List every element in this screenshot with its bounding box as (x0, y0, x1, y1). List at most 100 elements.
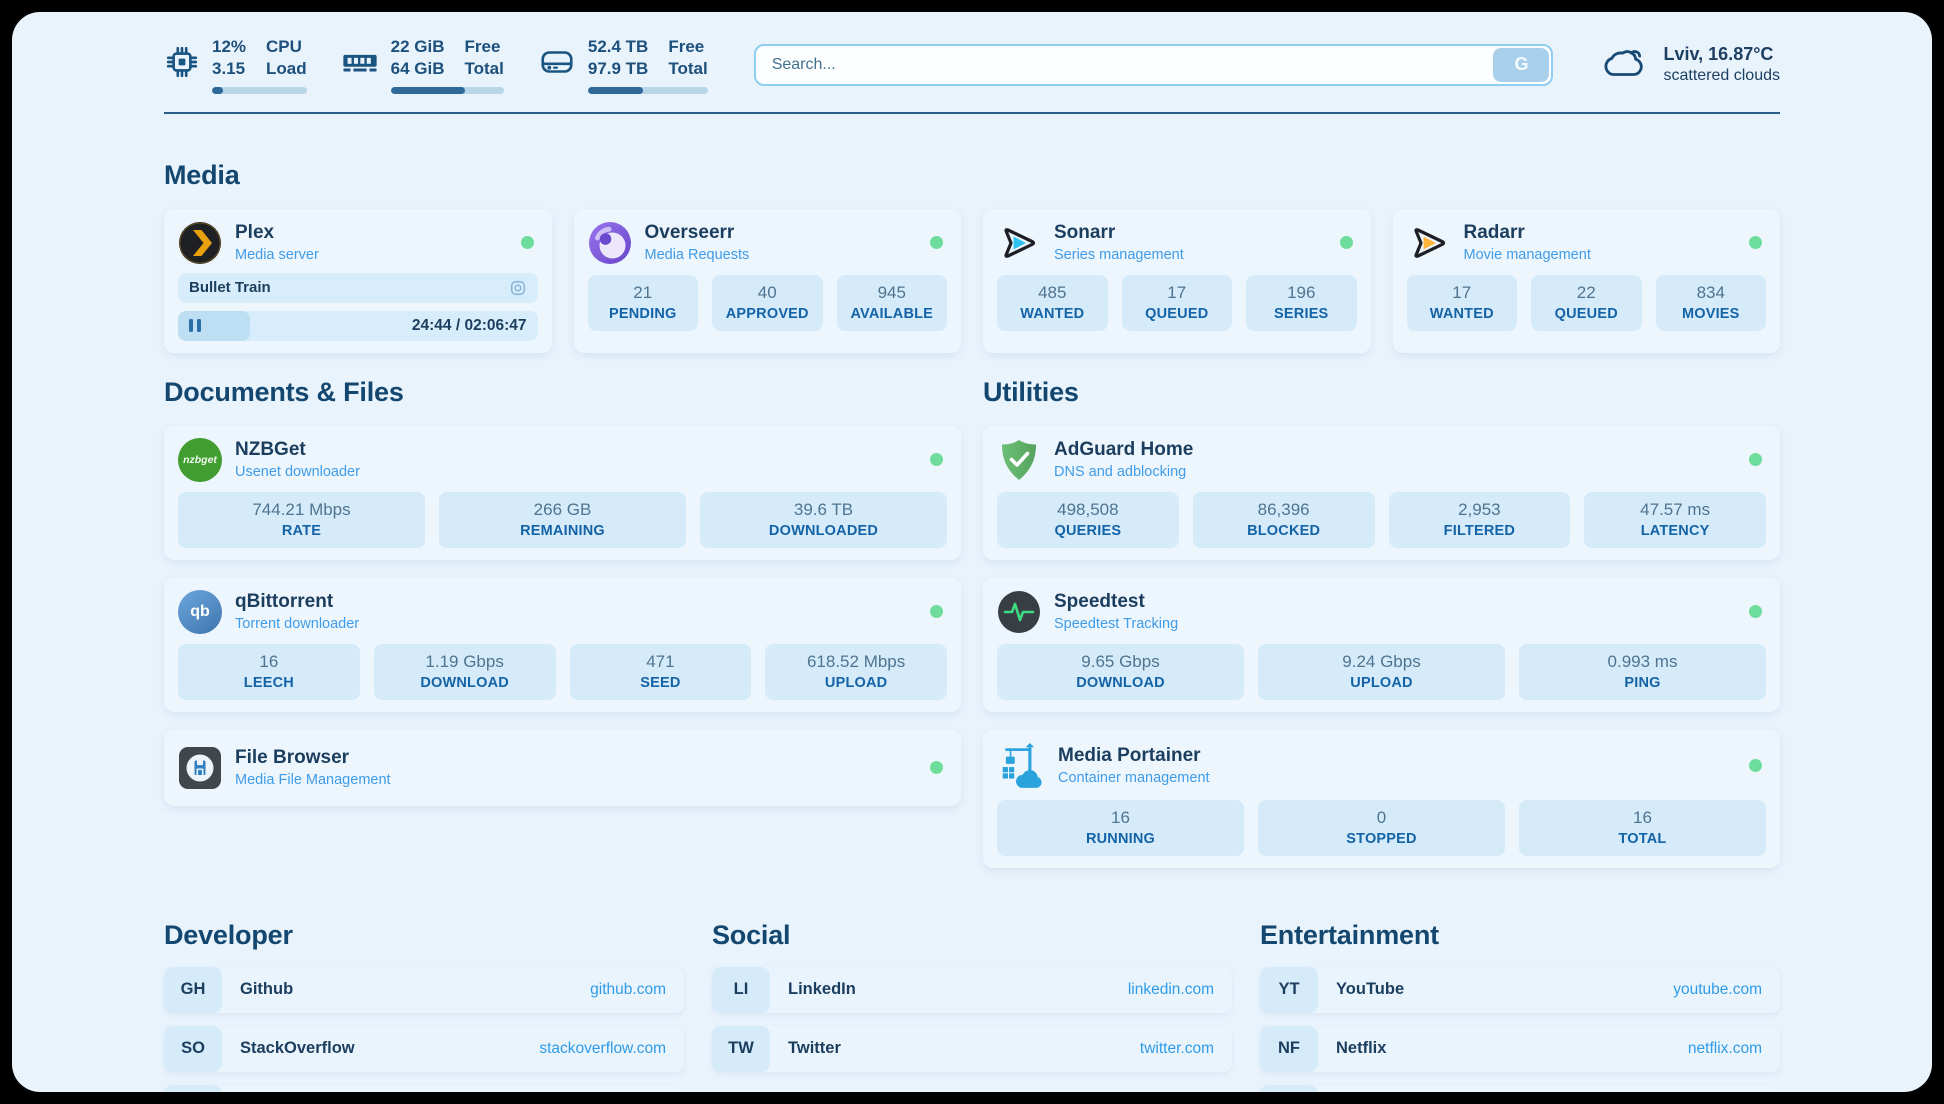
stat-value: 9.65 Gbps (1081, 651, 1160, 671)
radarr-icon (1407, 221, 1451, 265)
stat-label: PENDING (609, 305, 677, 322)
app-name: Plex (235, 222, 275, 244)
app-card-portainer[interactable]: Media Portainer Container management 16 … (983, 729, 1780, 868)
stat-box: 16 RUNNING (997, 799, 1244, 856)
stat-label: SEED (640, 674, 681, 691)
stat-label: RUNNING (1085, 830, 1156, 847)
search-engine-label: G (1514, 54, 1529, 75)
bookmark-row-netflix[interactable]: NF Netflix netflix.com (1260, 1025, 1780, 1072)
search-bar: G (753, 43, 1554, 86)
speedtest-icon (997, 590, 1041, 634)
app-card-qbittorrent[interactable]: qb qBittorrent Torrent downloader 16 LEE… (164, 577, 961, 712)
stat-label: UPLOAD (824, 674, 888, 691)
stat-box: 744.21 Mbps RATE (178, 491, 425, 548)
stat-label: TOTAL (1618, 830, 1667, 847)
stat-box: 498,508 QUERIES (997, 491, 1179, 548)
bookmark-abbr: YT (1260, 966, 1318, 1013)
stat-label: DOWNLOAD (1076, 674, 1165, 691)
nzbget-icon: nzbget (178, 437, 222, 482)
app-description: Media Requests (644, 247, 750, 264)
status-dot (520, 236, 534, 250)
app-description: Movie management (1463, 247, 1591, 264)
status-dot (1749, 453, 1762, 467)
app-description: Media File Management (235, 772, 391, 789)
status-dot (930, 605, 943, 619)
stat-label: AVAILABLE (850, 305, 934, 322)
stat-value: 40 (757, 282, 777, 302)
stat-value: 16 (259, 651, 279, 671)
bookmark-url: stackoverflow.com (539, 1039, 666, 1057)
app-card-plex[interactable]: Plex Media server Bullet Train 24:44 / 0… (164, 208, 552, 353)
app-card-sonarr[interactable]: Sonarr Series management 485 WANTED 17 Q… (983, 208, 1371, 353)
bookmark-row-youtube[interactable]: YT YouTube youtube.com (1260, 966, 1780, 1013)
stat-value: 266 GB (533, 499, 592, 519)
bookmark-name: Netflix (1336, 1039, 1387, 1058)
app-name: Sonarr (1054, 222, 1116, 244)
bookmark-abbr: TW (712, 1025, 770, 1072)
app-card-adguard[interactable]: AdGuard Home DNS and adblocking 498,508 … (983, 425, 1780, 560)
bookmark-abbr: GH (164, 966, 222, 1013)
stat-box: 39.6 TB DOWNLOADED (700, 491, 947, 548)
stat-label: SERIES (1274, 305, 1329, 322)
app-card-radarr[interactable]: Radarr Movie management 17 WANTED 22 QUE… (1392, 208, 1780, 353)
ram-icon (341, 43, 379, 86)
status-dot (930, 453, 943, 467)
search-input[interactable] (753, 43, 1554, 86)
stat-value: 0 (1376, 807, 1387, 827)
bookmark-row-dev[interactable]: DT DEV dev.to (164, 1084, 684, 1092)
cpu-load-value: 3.15 (212, 59, 246, 79)
bookmark-url: netflix.com (1687, 1039, 1762, 1057)
app-name: Media Portainer (1058, 745, 1201, 767)
stat-label: MOVIES (1681, 305, 1740, 322)
app-name: Overseerr (644, 222, 735, 244)
bookmark-row-linkedin[interactable]: LI LinkedIn linkedin.com (712, 966, 1232, 1013)
pause-icon[interactable] (189, 319, 201, 333)
stat-value: 834 (1696, 282, 1725, 302)
weather-widget: Lviv, 16.87°C scattered clouds (1599, 41, 1780, 88)
bookmark-row-github[interactable]: GH Github github.com (164, 966, 684, 1013)
status-dot (1339, 236, 1353, 250)
stat-value: 0.993 ms (1607, 651, 1678, 671)
stat-value: 21 (633, 282, 653, 302)
stat-value: 618.52 Mbps (806, 651, 906, 671)
section-title-documents: Documents & Files (164, 376, 404, 407)
stat-label: BLOCKED (1247, 522, 1321, 539)
stat-label: WANTED (1429, 305, 1494, 322)
stat-value: 1.19 Gbps (425, 651, 504, 671)
status-dot (1749, 605, 1762, 619)
dashboard-page: 12% 3.15 CPU Load (12, 12, 1932, 1092)
ram-total-label: Total (464, 59, 504, 79)
qbittorrent-icon-text: qb (178, 589, 222, 634)
bookmark-abbr: NF (1260, 1025, 1318, 1072)
weather-condition: scattered clouds (1663, 67, 1780, 85)
app-card-overseerr[interactable]: Overseerr Media Requests 21 PENDING 40 A… (573, 208, 961, 353)
playback-time: 24:44 / 02:06:47 (411, 316, 527, 334)
bookmark-row-twitter[interactable]: TW Twitter twitter.com (712, 1025, 1232, 1072)
stat-value: 744.21 Mbps (252, 499, 351, 519)
status-dot (1749, 236, 1762, 250)
stat-box: 618.52 Mbps UPLOAD (765, 643, 947, 700)
system-stats: 12% 3.15 CPU Load (164, 36, 708, 94)
nzbget-icon-text: nzbget (178, 437, 222, 482)
stat-box: 266 GB REMAINING (439, 491, 686, 548)
cpu-load-label: Load (266, 59, 307, 79)
app-card-nzbget[interactable]: nzbget NZBGet Usenet downloader 744.21 M… (164, 425, 961, 560)
stat-value: 16 (1111, 807, 1130, 827)
app-card-filebrowser[interactable]: File Browser Media File Management (164, 729, 961, 806)
bookmark-name: Twitter (788, 1039, 841, 1058)
stat-box: 0 STOPPED (1258, 799, 1505, 856)
section-title-entertainment: Entertainment (1260, 919, 1439, 950)
stat-label: REMAINING (520, 522, 605, 539)
stat-value: 498,508 (1057, 499, 1119, 519)
app-name: NZBGet (235, 439, 306, 461)
bookmark-row-stackoverflow[interactable]: SO StackOverflow stackoverflow.com (164, 1025, 684, 1072)
bookmark-row-reddit[interactable]: RE Reddit reddit.com (1260, 1084, 1780, 1092)
search-engine-button[interactable]: G (1493, 47, 1550, 82)
stat-label: STOPPED (1346, 830, 1417, 847)
stat-label: APPROVED (725, 305, 809, 322)
app-card-speedtest[interactable]: Speedtest Speedtest Tracking 9.65 Gbps D… (983, 577, 1780, 712)
bookmark-url: github.com (590, 980, 666, 998)
stat-box: 0.993 ms PING (1519, 643, 1766, 700)
bookmark-name: LinkedIn (788, 980, 856, 999)
ram-free-label: Free (464, 37, 501, 56)
